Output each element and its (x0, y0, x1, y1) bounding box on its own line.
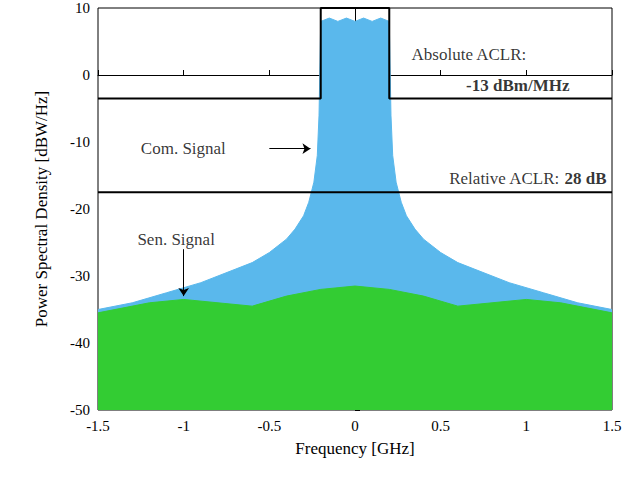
svg-text:1: 1 (523, 418, 531, 434)
svg-text:10: 10 (75, 0, 90, 16)
svg-text:-10: -10 (70, 134, 90, 150)
svg-text:Relative ACLR:: Relative ACLR: (449, 169, 563, 188)
svg-text:0.5: 0.5 (431, 418, 450, 434)
svg-text:-1.5: -1.5 (86, 418, 110, 434)
svg-text:Com. Signal: Com. Signal (141, 139, 226, 158)
svg-text:Frequency [GHz]: Frequency [GHz] (295, 439, 414, 458)
svg-text:28 dB: 28 dB (564, 169, 606, 188)
svg-text:0: 0 (83, 67, 91, 83)
svg-text:1.5: 1.5 (603, 418, 622, 434)
svg-text:Absolute ACLR:: Absolute ACLR: (412, 45, 527, 64)
svg-text:-20: -20 (70, 201, 90, 217)
svg-text:-40: -40 (70, 335, 90, 351)
svg-text:0: 0 (351, 418, 359, 434)
svg-text:-30: -30 (70, 268, 90, 284)
svg-text:Sen. Signal: Sen. Signal (137, 230, 215, 249)
svg-text:Power Spectral Density [dBW/Hz: Power Spectral Density [dBW/Hz] (32, 91, 51, 328)
svg-text:-50: -50 (70, 402, 90, 418)
svg-text:-13 dBm/MHz: -13 dBm/MHz (466, 76, 570, 95)
svg-text:-0.5: -0.5 (257, 418, 281, 434)
svg-text:-1: -1 (177, 418, 190, 434)
